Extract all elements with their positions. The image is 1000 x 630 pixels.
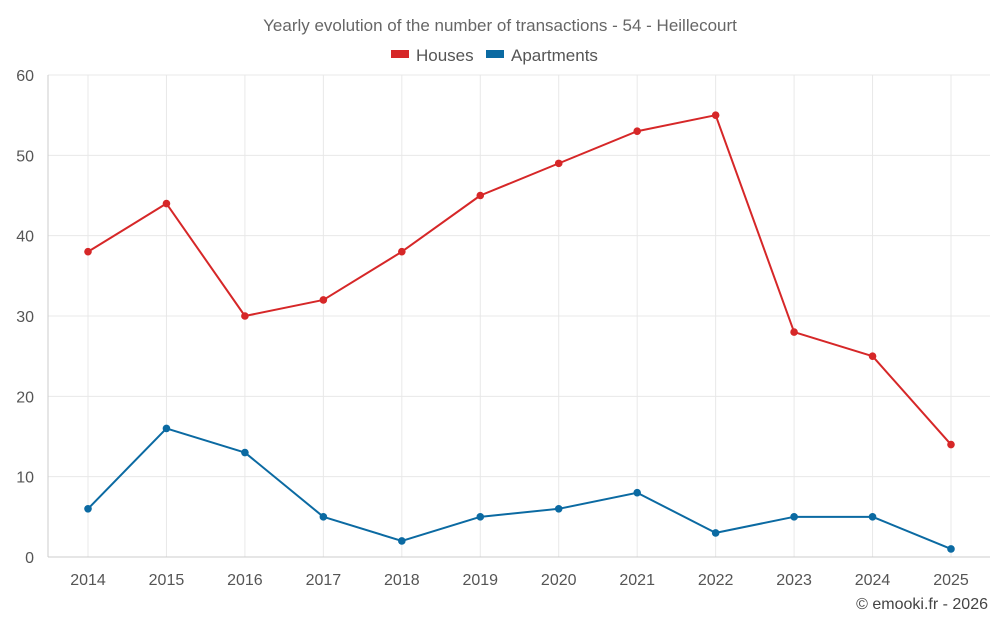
- data-point-houses[interactable]: [947, 440, 955, 449]
- data-point-houses[interactable]: [790, 328, 798, 336]
- data-point-houses[interactable]: [554, 159, 563, 168]
- legend: Houses Apartments: [391, 46, 598, 65]
- x-tick-label: 2021: [619, 572, 655, 589]
- data-point-apartments[interactable]: [790, 513, 798, 521]
- x-tick-label: 2018: [384, 572, 420, 589]
- data-point-apartments[interactable]: [947, 545, 955, 553]
- data-point-apartments[interactable]: [554, 505, 563, 513]
- credit: © emooki.fr - 2026: [856, 596, 988, 613]
- series-line-apartments[interactable]: [87, 427, 952, 550]
- x-tick-label: 2017: [306, 572, 342, 589]
- legend-label-apartments[interactable]: Apartments: [511, 46, 598, 65]
- x-tick-label: 2014: [70, 572, 106, 589]
- y-tick-label: 40: [16, 229, 34, 246]
- data-point-houses[interactable]: [241, 312, 249, 320]
- data-point-apartments[interactable]: [241, 448, 249, 457]
- x-tick-label: 2024: [855, 572, 891, 589]
- data-point-apartments[interactable]: [398, 537, 406, 545]
- x-tick-label: 2020: [541, 572, 577, 589]
- series-apartments: [84, 424, 955, 553]
- series: [84, 111, 955, 553]
- series-houses: [84, 111, 955, 449]
- x-tick-label: 2015: [149, 572, 185, 589]
- legend-label-houses[interactable]: Houses: [416, 46, 474, 65]
- x-tick-label: 2022: [698, 572, 734, 589]
- y-tick-label: 0: [25, 550, 34, 567]
- data-point-apartments[interactable]: [633, 488, 641, 497]
- x-tick-label: 2019: [462, 572, 498, 589]
- data-point-houses[interactable]: [398, 247, 406, 256]
- legend-swatch-houses[interactable]: [391, 50, 409, 58]
- y-tick-label: 10: [16, 470, 34, 487]
- x-tick-label: 2025: [933, 572, 969, 589]
- y-tick-label: 50: [16, 148, 34, 165]
- data-point-apartments[interactable]: [711, 529, 720, 537]
- data-point-houses[interactable]: [633, 127, 641, 136]
- chart-title: Yearly evolution of the number of transa…: [263, 16, 737, 35]
- y-tick-label: 30: [16, 309, 34, 326]
- x-tick-label: 2016: [227, 572, 263, 589]
- legend-swatch-apartments[interactable]: [486, 50, 504, 58]
- axes: 0 10 20 30 40 50 60 2014 2015 2016 2017 2018 2019 202…: [16, 68, 990, 589]
- data-point-houses[interactable]: [868, 352, 877, 360]
- data-point-houses[interactable]: [476, 191, 485, 200]
- data-point-houses[interactable]: [711, 111, 720, 119]
- data-point-apartments[interactable]: [162, 424, 171, 433]
- data-point-houses[interactable]: [162, 199, 171, 208]
- data-point-apartments[interactable]: [84, 505, 92, 513]
- data-point-apartments[interactable]: [319, 513, 328, 521]
- data-point-houses[interactable]: [84, 247, 92, 256]
- data-point-apartments[interactable]: [476, 513, 485, 521]
- y-tick-label: 20: [16, 389, 34, 406]
- data-point-apartments[interactable]: [868, 513, 877, 521]
- data-point-houses[interactable]: [319, 296, 328, 304]
- series-line-houses[interactable]: [87, 114, 952, 446]
- x-tick-label: 2023: [776, 572, 812, 589]
- y-tick-label: 60: [16, 68, 34, 85]
- grid: [48, 74, 990, 557]
